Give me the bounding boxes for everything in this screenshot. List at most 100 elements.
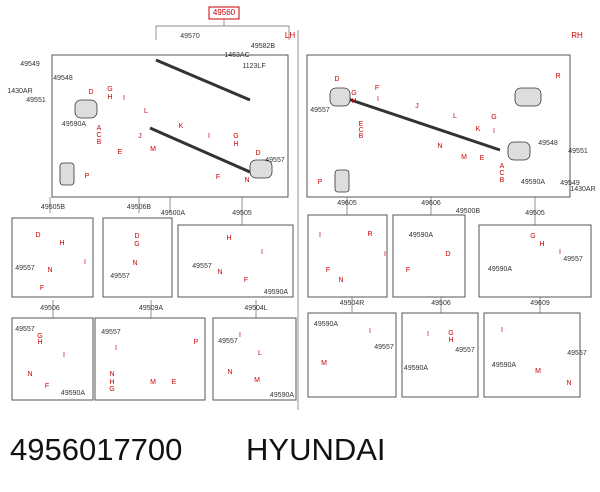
shaft [149, 126, 251, 174]
connector [49, 197, 541, 318]
part-label: 49505 [525, 210, 545, 217]
part-label: G [351, 90, 356, 97]
part-label: I [559, 249, 561, 256]
part-label: 49548 [53, 75, 73, 82]
part-label: M [150, 146, 156, 153]
part-label: N [338, 277, 343, 284]
part-label: C [96, 132, 101, 139]
part-label: I [384, 251, 386, 258]
part-label: G [107, 86, 112, 93]
part-label: I [319, 232, 321, 239]
part-label: D [445, 251, 450, 258]
part-label: 49557 [192, 263, 212, 270]
part-label: 1123LF [242, 63, 265, 70]
part-label: E [172, 379, 177, 386]
joint [507, 141, 531, 161]
layout [11, 6, 592, 410]
part-label: 49506 [431, 300, 451, 307]
part-label: B [359, 133, 364, 140]
part-label: G [134, 241, 139, 248]
part-label: N [132, 260, 137, 267]
brand: HYUNDAI [246, 432, 386, 467]
panel [177, 224, 294, 298]
part-label: M [461, 154, 467, 161]
part-label: 49590A [270, 392, 294, 399]
part-label: D [255, 150, 260, 157]
part-label: I [84, 259, 86, 266]
connector [155, 19, 299, 410]
part-label: I [501, 327, 503, 334]
part-label: I [63, 352, 65, 359]
part-label: 1463AC [224, 52, 249, 59]
part-label: 49606 [421, 200, 441, 207]
part-label: 49506 [40, 305, 60, 312]
panel [94, 317, 206, 401]
part-label: D [35, 232, 40, 239]
part-label: G [491, 114, 496, 121]
part-label: 49506B [127, 204, 151, 211]
part-label: 49557 [101, 329, 121, 336]
part-label: 49548 [538, 140, 558, 147]
part-label: L [258, 350, 262, 357]
part-label: 49504R [340, 300, 365, 307]
part-label: K [476, 126, 481, 133]
part-label: D [334, 76, 339, 83]
part-label: M [535, 368, 541, 375]
part-label: I [377, 96, 379, 103]
shaft [155, 58, 251, 102]
part-label: F [375, 85, 379, 92]
side-label: RH [571, 31, 583, 40]
part-label: 49504L [244, 305, 267, 312]
part-label: H [233, 141, 238, 148]
part-label: N [109, 371, 114, 378]
part-label: I [369, 328, 371, 335]
part-label: 49505 [232, 210, 252, 217]
part-label: 49590A [492, 362, 516, 369]
part-label: J [138, 133, 142, 140]
part-label: K [179, 123, 184, 130]
part-label: R [555, 73, 560, 80]
part-label: 49590A [264, 289, 288, 296]
part-label: F [406, 267, 410, 274]
part-label: 49605 [337, 200, 357, 207]
part-label: 1430AR [570, 186, 595, 193]
part-label: I [115, 345, 117, 352]
part-label: H [539, 241, 544, 248]
part-label: N [27, 371, 32, 378]
part-label: G [109, 386, 114, 393]
part-label: H [107, 94, 112, 101]
part-label: 49557 [218, 338, 238, 345]
panel [307, 214, 388, 298]
part-label: F [216, 174, 220, 181]
panel [392, 214, 466, 298]
part-label: P [85, 173, 90, 180]
panel [483, 312, 581, 398]
part-label: N [227, 369, 232, 376]
part-label: M [321, 360, 327, 367]
shaft [344, 96, 501, 152]
part-label: N [566, 380, 571, 387]
part-label: 49557 [374, 344, 394, 351]
part-label: 49590A [409, 232, 433, 239]
part-label: P [194, 339, 199, 346]
part-label: 49557 [563, 256, 583, 263]
part-label: 1430AR [7, 88, 32, 95]
part-label: N [217, 269, 222, 276]
part-label: 49557 [310, 107, 330, 114]
part-label: 49557 [265, 157, 285, 164]
part-label: 49590A [314, 321, 338, 328]
part-label: P [318, 179, 323, 186]
part-label: 49590A [61, 390, 85, 397]
part-label: H [226, 235, 231, 242]
part-label: 49557 [455, 347, 475, 354]
panel [11, 317, 94, 401]
part-label: H [448, 337, 453, 344]
part-number: 4956017700 [10, 432, 182, 467]
joint [74, 99, 98, 119]
part-label: 49505B [41, 204, 65, 211]
part-label: R [367, 231, 372, 238]
part-label: 49557 [15, 265, 35, 272]
part-label: 49509A [139, 305, 163, 312]
part-label: 49570 [180, 33, 200, 40]
panel [306, 54, 571, 198]
